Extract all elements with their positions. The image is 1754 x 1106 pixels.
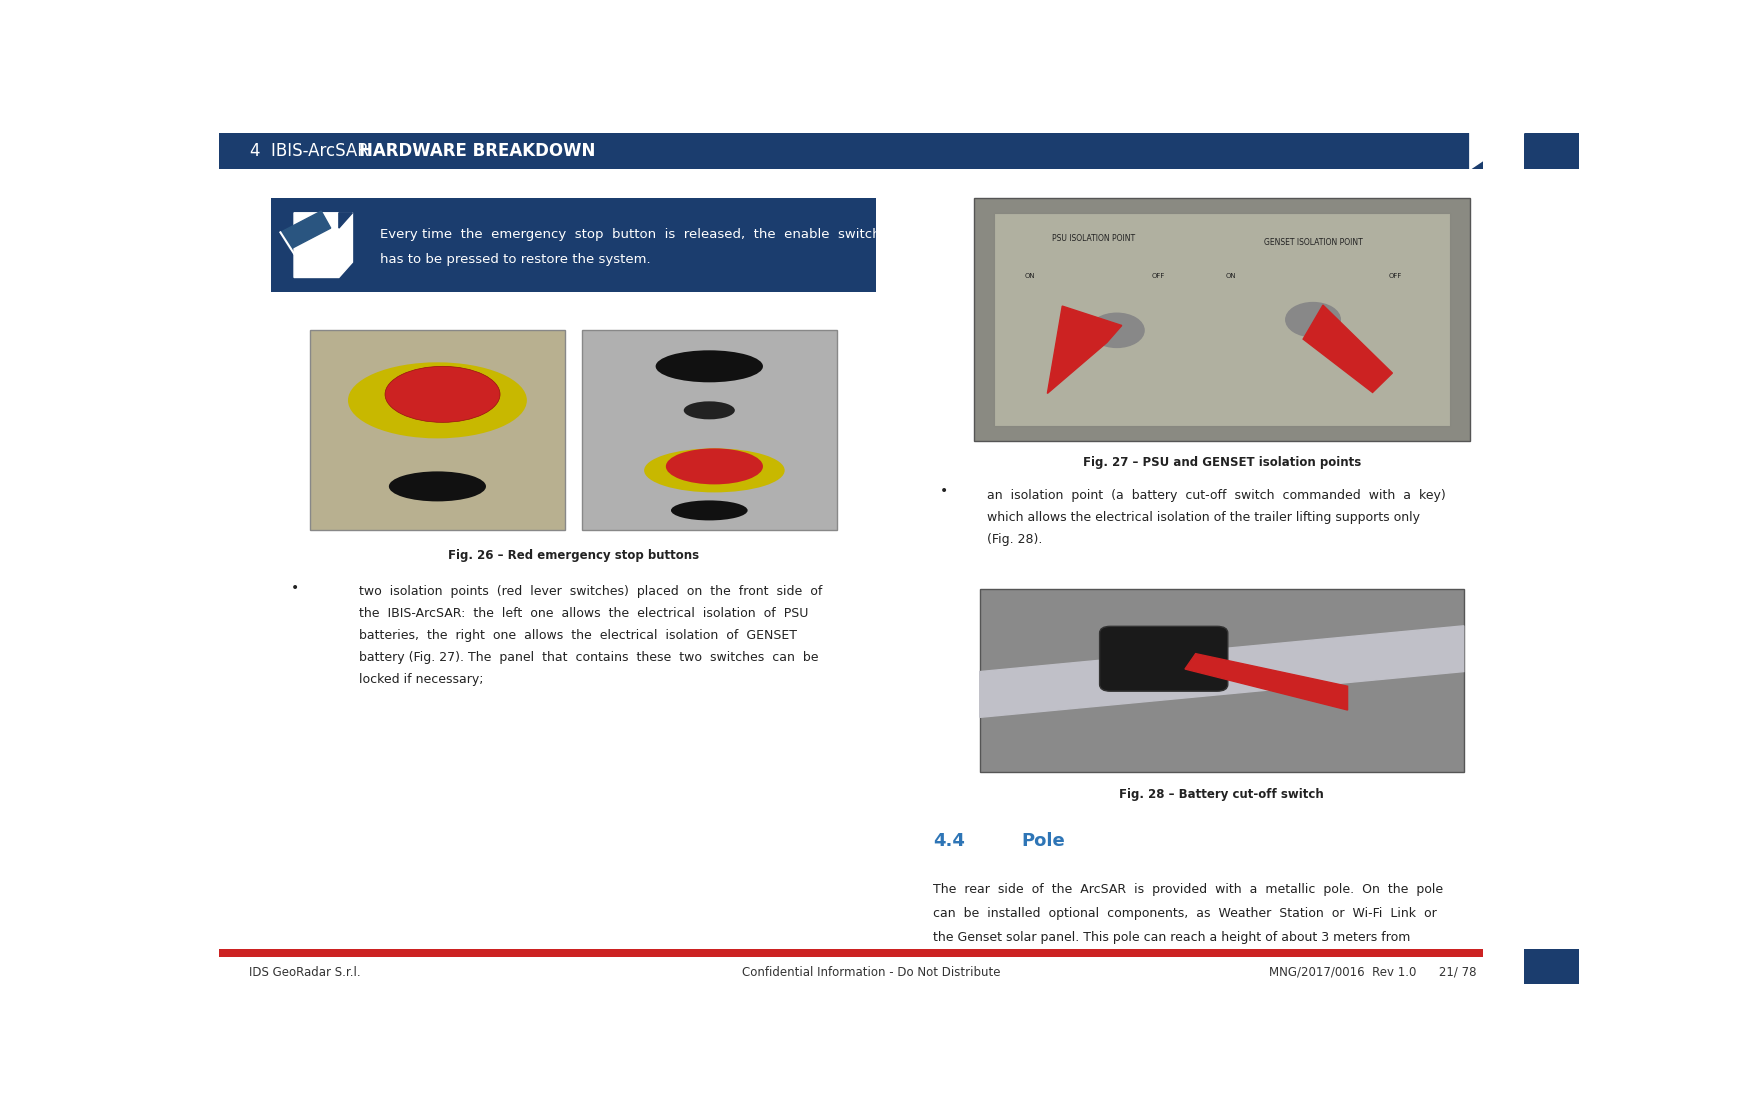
Polygon shape xyxy=(295,212,353,278)
Text: the Genset solar panel. This pole can reach a height of about 3 meters from: the Genset solar panel. This pole can re… xyxy=(933,930,1410,943)
Text: •: • xyxy=(291,581,300,595)
Text: battery (Fig. 27). The  panel  that  contains  these  two  switches  can  be: battery (Fig. 27). The panel that contai… xyxy=(360,651,819,665)
Text: IBIS-ArcSAR: IBIS-ArcSAR xyxy=(270,142,374,160)
Text: locked if necessary;: locked if necessary; xyxy=(360,674,484,687)
Text: GENSET ISOLATION POINT: GENSET ISOLATION POINT xyxy=(1263,239,1363,248)
Text: (Fig. 28).: (Fig. 28). xyxy=(988,533,1042,546)
Text: two  isolation  points  (red  lever  switches)  placed  on  the  front  side  of: two isolation points (red lever switches… xyxy=(360,585,823,598)
Polygon shape xyxy=(339,212,353,228)
Text: ON: ON xyxy=(1226,273,1237,279)
Text: the  IBIS-ArcSAR:  the  left  one  allows  the  electrical  isolation  of  PSU: the IBIS-ArcSAR: the left one allows the… xyxy=(360,607,809,620)
Circle shape xyxy=(1286,303,1340,336)
Ellipse shape xyxy=(347,363,526,438)
Polygon shape xyxy=(980,626,1465,718)
Text: HARDWARE BREAKDOWN: HARDWARE BREAKDOWN xyxy=(360,142,596,160)
Ellipse shape xyxy=(667,448,763,484)
Ellipse shape xyxy=(389,471,486,501)
Polygon shape xyxy=(1047,306,1123,394)
Ellipse shape xyxy=(672,500,747,521)
FancyBboxPatch shape xyxy=(980,589,1465,772)
Ellipse shape xyxy=(644,448,784,492)
Text: Every time  the  emergency  stop  button  is  released,  the  enable  switch: Every time the emergency stop button is … xyxy=(379,229,881,241)
FancyBboxPatch shape xyxy=(219,949,1484,957)
Text: The  rear  side  of  the  ArcSAR  is  provided  with  a  metallic  pole.  On  th: The rear side of the ArcSAR is provided … xyxy=(933,883,1444,896)
Text: IDS GeoRadar S.r.l.: IDS GeoRadar S.r.l. xyxy=(249,966,361,979)
Circle shape xyxy=(1089,313,1144,347)
FancyBboxPatch shape xyxy=(310,331,565,531)
Text: 4: 4 xyxy=(249,142,260,160)
Text: which allows the electrical isolation of the trailer lifting supports only: which allows the electrical isolation of… xyxy=(988,511,1421,524)
FancyBboxPatch shape xyxy=(270,198,875,292)
FancyBboxPatch shape xyxy=(1100,626,1228,691)
FancyBboxPatch shape xyxy=(1524,949,1579,984)
Text: •: • xyxy=(940,484,947,499)
Text: Fig. 26 – Red emergency stop buttons: Fig. 26 – Red emergency stop buttons xyxy=(447,550,698,562)
FancyBboxPatch shape xyxy=(219,133,1484,169)
Text: can  be  installed  optional  components,  as  Weather  Station  or  Wi-Fi  Link: can be installed optional components, as… xyxy=(933,907,1437,920)
Ellipse shape xyxy=(684,401,735,419)
Text: OFF: OFF xyxy=(1151,273,1165,279)
Text: Confidential Information - Do Not Distribute: Confidential Information - Do Not Distri… xyxy=(742,966,1002,979)
Ellipse shape xyxy=(656,351,763,383)
Text: ON: ON xyxy=(1024,273,1035,279)
FancyBboxPatch shape xyxy=(993,212,1451,427)
Text: MNG/2017/0016  Rev 1.0      21/ 78: MNG/2017/0016 Rev 1.0 21/ 78 xyxy=(1270,966,1477,979)
FancyBboxPatch shape xyxy=(973,198,1470,441)
FancyBboxPatch shape xyxy=(582,331,837,531)
FancyBboxPatch shape xyxy=(1524,133,1579,169)
Text: an  isolation  point  (a  battery  cut-off  switch  commanded  with  a  key): an isolation point (a battery cut-off sw… xyxy=(988,489,1445,502)
Text: Fig. 27 – PSU and GENSET isolation points: Fig. 27 – PSU and GENSET isolation point… xyxy=(1082,457,1361,469)
Text: PSU ISOLATION POINT: PSU ISOLATION POINT xyxy=(1052,234,1135,243)
Text: OFF: OFF xyxy=(1389,273,1401,279)
Text: has to be pressed to restore the system.: has to be pressed to restore the system. xyxy=(379,253,651,265)
Text: batteries,  the  right  one  allows  the  electrical  isolation  of  GENSET: batteries, the right one allows the elec… xyxy=(360,629,798,643)
Text: Fig. 28 – Battery cut-off switch: Fig. 28 – Battery cut-off switch xyxy=(1119,787,1324,801)
Polygon shape xyxy=(1470,133,1524,169)
Text: Pole: Pole xyxy=(1021,832,1065,849)
Polygon shape xyxy=(281,211,332,249)
Polygon shape xyxy=(1186,654,1347,710)
Ellipse shape xyxy=(386,366,500,422)
Polygon shape xyxy=(1303,305,1393,393)
Text: 4.4: 4.4 xyxy=(933,832,965,849)
